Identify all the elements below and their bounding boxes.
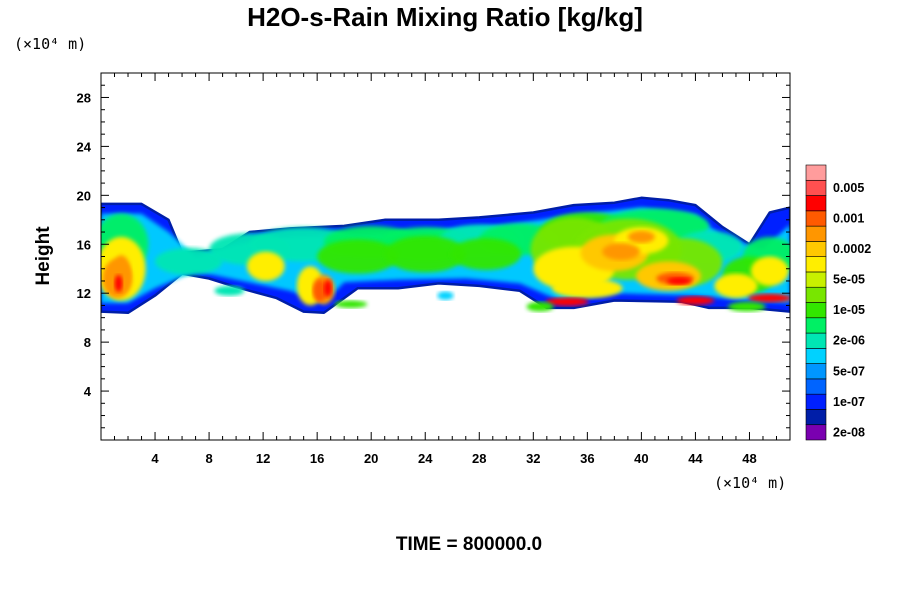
y-unit-label: (×10⁴ m) (14, 35, 86, 53)
x-tick-label: 8 (205, 451, 212, 466)
field-blob (114, 274, 123, 292)
colorbar-swatch (805, 302, 827, 319)
y-tick-label: 4 (84, 384, 92, 399)
field-blob (334, 300, 368, 308)
colorbar: 2e-08 1e-07 5e-07 2e-06 1e-05 5e-05 0.0002 0.00… (805, 164, 871, 441)
y-axis: 4 8 12 16 20 24 28 (77, 84, 790, 429)
field-blob (627, 230, 655, 244)
colorbar-label: 2e-06 (833, 334, 865, 348)
colorbar-label: 0.001 (833, 211, 864, 225)
colorbar-swatch (805, 348, 827, 364)
colorbar-swatch (805, 424, 827, 441)
colorbar-swatch (805, 164, 827, 181)
x-tick-label: 12 (256, 451, 270, 466)
time-label: TIME = 800000.0 (396, 534, 542, 555)
colorbar-swatch (805, 241, 827, 257)
colorbar-swatch (805, 363, 827, 380)
y-axis-label: Height (33, 226, 54, 286)
colorbar-swatch (805, 332, 827, 349)
colorbar-label: 1e-07 (833, 395, 865, 409)
y-tick-label: 8 (84, 335, 91, 350)
field-blob (437, 291, 454, 300)
field-blob (526, 301, 554, 312)
field-blob (450, 238, 522, 270)
colorbar-label: 1e-05 (833, 303, 865, 317)
colorbar-swatch (805, 393, 827, 410)
field-blob (313, 279, 327, 302)
x-tick-label: 16 (310, 451, 324, 466)
colorbar-label: 5e-05 (833, 273, 865, 287)
field-blob (384, 235, 466, 273)
colorbar-swatch (805, 195, 827, 212)
x-tick-label: 48 (742, 451, 756, 466)
rain-field (101, 196, 790, 315)
x-axis: 4 8 12 16 20 24 28 32 36 40 44 48 (114, 73, 777, 466)
colorbar-swatch (805, 271, 827, 288)
field-blob (714, 273, 758, 299)
x-unit-label: (×10⁴ m) (714, 474, 786, 492)
field-blob (750, 256, 789, 286)
x-tick-label: 28 (472, 451, 486, 466)
colorbar-swatch (805, 179, 827, 196)
y-tick-label: 16 (77, 237, 91, 252)
field-blob (727, 301, 766, 312)
colorbar-label: 5e-07 (833, 364, 865, 378)
x-tick-label: 32 (526, 451, 540, 466)
field-blob (552, 278, 623, 299)
field-blob (317, 239, 399, 274)
field-blob (602, 243, 641, 261)
colorbar-label: 0.0002 (833, 242, 871, 256)
colorbar-swatch (805, 210, 827, 227)
y-tick-label: 28 (77, 90, 91, 105)
colorbar-swatch (805, 409, 827, 426)
colorbar-swatch (805, 225, 827, 242)
field-blob (155, 247, 223, 275)
x-tick-label: 44 (688, 451, 703, 466)
colorbar-swatch (805, 256, 827, 273)
x-tick-label: 4 (151, 451, 159, 466)
x-tick-label: 40 (634, 451, 648, 466)
field-blob (545, 297, 589, 307)
plot-area (100, 72, 791, 441)
field-blob (323, 279, 333, 297)
field-blob (214, 285, 245, 296)
colorbar-label: 2e-08 (833, 425, 865, 439)
field-blob (667, 277, 692, 285)
colorbar-label: 0.005 (833, 181, 864, 195)
field-blob (676, 296, 715, 305)
x-tick-label: 24 (418, 451, 433, 466)
chart-title: H2O-s-Rain Mixing Ratio [kg/kg] (247, 2, 643, 32)
y-tick-label: 12 (77, 286, 91, 301)
colorbar-swatch (805, 317, 827, 334)
field-blob (748, 293, 790, 303)
x-tick-label: 20 (364, 451, 378, 466)
field-blob (246, 251, 285, 281)
y-tick-label: 20 (77, 188, 91, 203)
y-tick-label: 24 (77, 139, 92, 154)
x-tick-label: 36 (580, 451, 594, 466)
colorbar-swatch (805, 378, 827, 395)
colorbar-swatch (805, 286, 827, 303)
